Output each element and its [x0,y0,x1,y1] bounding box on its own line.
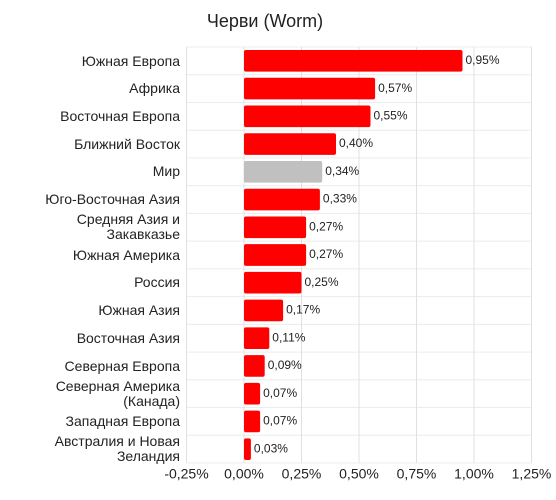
value-label: 0,27% [309,219,343,233]
chart-title: Черви (Worm) [207,11,323,31]
y-tick-label: Северная Европа [64,357,180,374]
y-tick-label: Россия [134,274,180,291]
y-tick-label: Южная Азия [98,302,180,319]
x-tick-label: -0,25% [164,466,208,482]
x-tick-label: 0,00% [224,466,264,482]
value-label: 0,95% [466,53,500,67]
bar [244,244,307,266]
bar [244,382,261,405]
bar [244,327,270,350]
bar [244,160,323,183]
y-tick-label: Австралия и Новая Зеландия [54,433,180,465]
value-label: 0,11% [272,330,305,344]
bar [244,438,251,460]
bar [244,50,463,72]
value-label: 0,55% [374,109,408,123]
y-tick-label: Северная Америка (Канада) [55,377,180,409]
y-tick-label: Восточная Азия [76,329,180,346]
y-tick-label: Средняя Азия и Закавказье [76,211,180,243]
x-tick-label: 0,75% [397,466,437,482]
y-tick-label: Западная Европа [65,413,180,430]
value-label: 0,03% [254,441,288,455]
bar [244,410,261,433]
value-label: 0,07% [263,414,297,428]
value-label: 0,17% [286,303,320,317]
value-label: 0,34% [325,164,359,178]
x-tick-label: 0,25% [282,466,322,482]
y-tick-label: Африка [129,80,180,97]
y-tick-label: Ближний Восток [74,135,180,152]
y-tick-label: Южная Америка [72,246,180,263]
value-label: 0,25% [305,275,339,289]
value-label: 0,27% [309,247,343,261]
value-label: 0,33% [323,192,357,206]
x-tick-label: 0,50% [339,466,379,482]
y-tick-label: Восточная Европа [60,107,180,124]
x-tick-label: 1,00% [454,466,494,482]
value-label: 0,07% [263,386,297,400]
value-label: 0,57% [378,81,412,95]
bar [244,355,265,377]
bar [244,299,284,322]
value-label: 0,40% [339,136,373,150]
bar [244,188,320,211]
bar [244,105,371,128]
bar [244,133,336,155]
y-tick-label: Юго-Восточная Азия [45,191,180,208]
bar [244,216,307,239]
x-tick-label: 1,25% [512,466,552,482]
bar [244,271,302,294]
value-label: 0,09% [268,358,302,372]
y-tick-label: Южная Европа [81,52,180,69]
bar [244,77,376,100]
y-tick-label: Мир [152,163,180,180]
